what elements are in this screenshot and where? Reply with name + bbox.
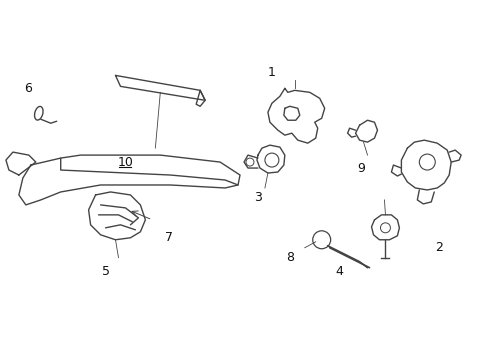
Text: 4: 4: [336, 265, 343, 278]
Text: 7: 7: [165, 231, 173, 244]
Text: 5: 5: [101, 265, 110, 278]
Text: 10: 10: [118, 156, 133, 168]
Text: 9: 9: [358, 162, 366, 175]
Text: 8: 8: [286, 251, 294, 264]
Text: 6: 6: [24, 82, 32, 95]
Text: 2: 2: [435, 241, 443, 254]
Text: 3: 3: [254, 192, 262, 204]
Text: 1: 1: [268, 66, 276, 79]
